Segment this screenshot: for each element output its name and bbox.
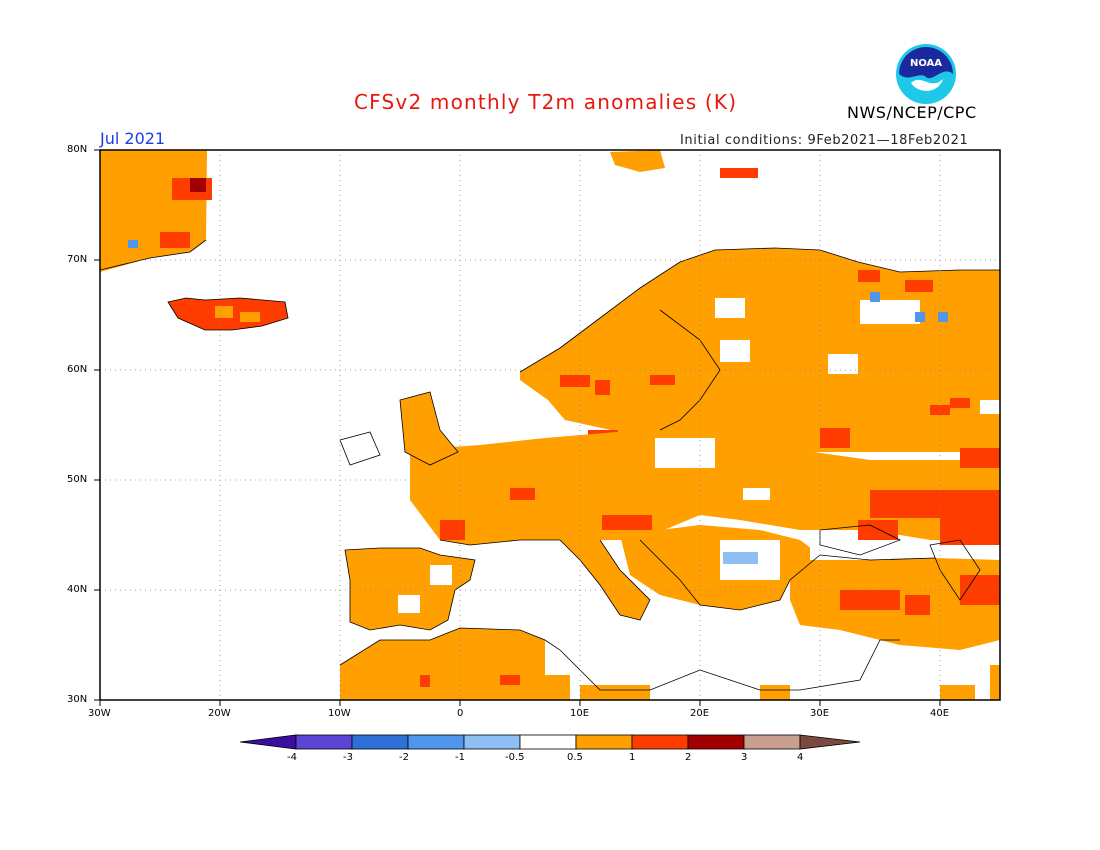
noaa-logo-icon: NOAA	[896, 44, 956, 104]
lon-label-20e: 20E	[690, 708, 710, 719]
colorbar-bin	[687, 734, 745, 750]
greenland-hot-patch-2	[160, 232, 190, 248]
colorbar-bin	[351, 734, 409, 750]
colorbar-label: -1	[455, 752, 465, 763]
chart-title: CFSv2 monthly T2m anomalies (K)	[354, 90, 738, 114]
colorbar-label: 3	[741, 752, 748, 763]
coastlines	[100, 239, 1000, 691]
colorbar-label: -3	[343, 752, 353, 763]
lon-label-0: 0	[457, 708, 464, 719]
lat-label-80n: 80N	[67, 144, 88, 155]
lat-label-40n: 40N	[67, 584, 88, 595]
lon-label-30e: 30E	[810, 708, 830, 719]
lat-label-50n: 50N	[67, 474, 88, 485]
greenland-very-hot-patch	[190, 178, 206, 192]
colorbar-high-arrow	[799, 734, 861, 750]
colorbar-bin	[519, 734, 577, 750]
colorbar-label: 4	[797, 752, 804, 763]
organization-label: NWS/NCEP/CPC	[847, 103, 977, 122]
colorbar-bin	[743, 734, 801, 750]
initial-conditions: Initial conditions: 9Feb2021—18Feb2021	[680, 133, 969, 148]
map-frame	[99, 149, 1001, 701]
graticule	[100, 150, 1000, 700]
colorbar-bin	[407, 734, 465, 750]
north-africa-anomaly	[340, 628, 545, 700]
lon-label-30w: 30W	[88, 708, 111, 719]
logo-text: NOAA	[910, 58, 942, 69]
lat-label-70n: 70N	[67, 254, 88, 265]
greenland-cool-patch	[128, 240, 138, 248]
lat-label-30n: 30N	[67, 694, 88, 705]
lon-label-10e: 10E	[570, 708, 590, 719]
colorbar-low-arrow	[239, 734, 297, 750]
lon-label-10w: 10W	[328, 708, 351, 719]
colorbar-label: 0.5	[567, 752, 583, 763]
central-europe-anomaly	[410, 430, 1000, 545]
colorbar-label: -0.5	[505, 752, 525, 763]
lon-label-20w: 20W	[208, 708, 231, 719]
colorbar-label: -2	[399, 752, 409, 763]
colorbar-label: 2	[685, 752, 692, 763]
lat-label-60n: 60N	[67, 364, 88, 375]
forecast-month: Jul 2021	[100, 129, 166, 148]
lon-label-40e: 40E	[930, 708, 950, 719]
colorbar-bin	[463, 734, 521, 750]
colorbar-label: -4	[287, 752, 297, 763]
colorbar-label: 1	[629, 752, 636, 763]
colorbar-bin	[295, 734, 353, 750]
colorbar-bin	[631, 734, 689, 750]
colorbar-bin	[575, 734, 633, 750]
